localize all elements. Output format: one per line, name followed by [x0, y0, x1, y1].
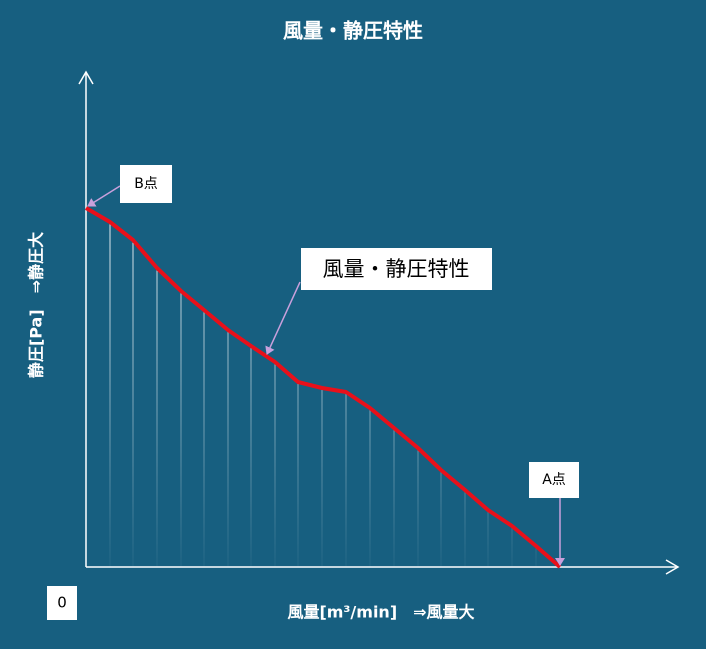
origin-box [47, 586, 77, 620]
a-label: A点 [542, 472, 566, 488]
b-arrow [87, 185, 121, 207]
axes [78, 70, 680, 575]
callout-arrows [87, 185, 565, 566]
curve-arrow [265, 281, 301, 355]
a-box [529, 462, 579, 498]
y-axis-label: 静圧[Pa] ⇒静圧大 [27, 232, 46, 378]
y-axis-arrow [78, 70, 94, 85]
b-box [120, 165, 172, 203]
area-hatch [109, 222, 537, 567]
title: 風量・静圧特性 [283, 19, 423, 43]
curve-box [301, 248, 492, 290]
characteristic-curve [84, 206, 562, 569]
origin-label: 0 [57, 594, 67, 612]
x-axis-label: 風量[m³/min] ⇒風量大 [287, 603, 474, 622]
b-label: B点 [134, 176, 158, 192]
x-axis-arrow [665, 559, 680, 575]
curve-label: 風量・静圧特性 [323, 257, 470, 281]
